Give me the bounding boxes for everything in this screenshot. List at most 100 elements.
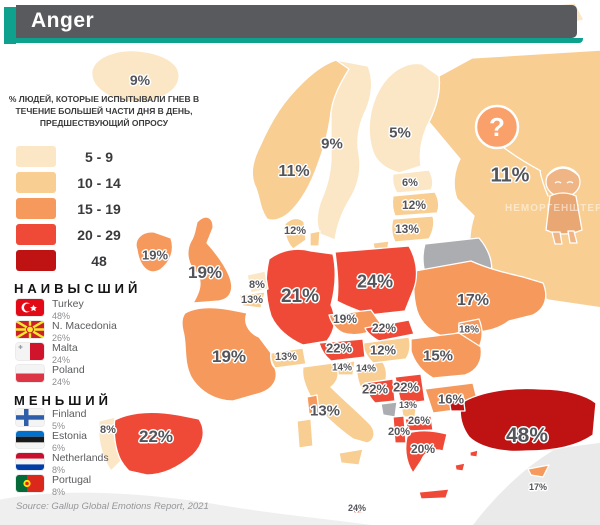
country-name: Portugal xyxy=(52,474,92,486)
list-item-finland: Finland 5% xyxy=(16,408,109,430)
country-greece xyxy=(405,430,448,474)
list-item-malta: Malta 24% xyxy=(16,342,117,364)
country-albania xyxy=(392,415,407,444)
country-name: Finland xyxy=(52,408,87,420)
country-serbia xyxy=(394,373,426,405)
country-denmark-island xyxy=(309,230,321,247)
lowest-heading: МЕНЬШИЙ xyxy=(14,393,112,408)
country-bosnia xyxy=(364,378,396,404)
legend-bin-row: 48 xyxy=(16,250,130,271)
north-africa-land xyxy=(0,491,381,525)
poland-flag-icon xyxy=(16,365,44,382)
country-greece-island xyxy=(469,449,479,458)
highest-list: Turkey 48% N. Macedonia 26% Malta 24% xyxy=(16,299,117,387)
country-portugal xyxy=(97,416,122,472)
country-lithuania xyxy=(391,215,435,243)
country-belgium xyxy=(238,291,266,309)
page-title: Anger xyxy=(31,9,95,32)
country-name: Turkey xyxy=(52,298,84,310)
country-greece-crete xyxy=(418,488,450,500)
country-uk xyxy=(187,216,233,304)
country-ukraine xyxy=(413,260,547,338)
country-finland xyxy=(368,62,441,174)
legend-bin-row: 5 - 9 xyxy=(16,146,130,167)
mascot-character: ? xyxy=(474,104,583,245)
country-turkey-european xyxy=(448,394,466,412)
list-item-netherlands: Netherlands 8% xyxy=(16,452,109,474)
netherlands-flag-icon xyxy=(16,453,44,470)
lowest-list: Finland 5% Estonia 6% Netherlands 8% Por… xyxy=(16,409,109,497)
country-turkey xyxy=(459,387,597,453)
country-slovakia xyxy=(364,319,415,342)
country-ireland xyxy=(135,231,174,273)
country-netherlands xyxy=(246,270,269,294)
legend-bin-row: 10 - 14 xyxy=(16,172,130,193)
middle-east-land xyxy=(471,441,600,525)
country-value: 5% xyxy=(52,420,66,431)
country-name: Poland xyxy=(52,364,85,376)
country-value: 26% xyxy=(52,332,71,343)
malta-flag-icon xyxy=(16,343,44,360)
legend-range: 48 xyxy=(91,252,107,269)
legend-swatch xyxy=(16,250,56,271)
watermark: НЕМОРГЕНШТЕРН xyxy=(505,203,600,214)
legend-range: 15 - 19 xyxy=(77,200,121,217)
country-france xyxy=(181,306,277,402)
title-bar xyxy=(16,5,577,38)
country-kosovo xyxy=(400,402,418,418)
legend-heading: % ЛЮДЕЙ, КОТОРЫЕ ИСПЫТЫВАЛИ ГНЕВ В ТЕЧЕН… xyxy=(8,94,200,128)
country-name: N. Macedonia xyxy=(52,320,117,332)
country-value: 6% xyxy=(52,442,66,453)
question-mark: ? xyxy=(489,112,505,142)
country-value: 8% xyxy=(52,486,66,497)
list-item-turkey: Turkey 48% xyxy=(16,298,117,320)
country-denmark xyxy=(284,217,307,250)
country-value: 48% xyxy=(52,310,71,321)
country-value: 24% xyxy=(52,354,71,365)
country-iceland xyxy=(91,50,180,103)
country-estonia xyxy=(391,169,434,194)
portugal-flag-icon xyxy=(16,475,44,492)
country-value: 8% xyxy=(52,464,66,475)
country-italy-sardinia xyxy=(296,418,314,449)
country-montenegro xyxy=(380,401,398,418)
source-text: Source: Gallup Global Emotions Report, 2… xyxy=(16,501,209,512)
country-malta xyxy=(351,503,364,514)
country-cyprus xyxy=(527,464,550,478)
list-item-portugal: Portugal 8% xyxy=(16,474,109,496)
country-switzerland xyxy=(270,347,307,369)
country-greece-island xyxy=(454,462,466,472)
list-item-macedonia: N. Macedonia 26% xyxy=(16,320,117,342)
legend-bin-row: 15 - 19 xyxy=(16,198,130,219)
turkey-flag-icon xyxy=(16,299,44,316)
legend-bin-row: 20 - 29 xyxy=(16,224,130,245)
country-hungary xyxy=(362,336,411,364)
legend-range: 5 - 9 xyxy=(84,148,113,165)
country-value: 24% xyxy=(52,376,71,387)
country-france-corsica xyxy=(306,394,320,415)
country-romania xyxy=(410,332,483,379)
country-north-macedonia xyxy=(404,415,434,432)
legend-swatch xyxy=(16,146,56,167)
legend-swatch xyxy=(16,172,56,193)
country-austria xyxy=(318,338,366,362)
title-accent-bar xyxy=(4,7,16,44)
country-name: Malta xyxy=(52,342,78,354)
country-sweden xyxy=(316,59,373,241)
legend-swatch xyxy=(16,198,56,219)
legend-range: 10 - 14 xyxy=(77,174,121,191)
list-item-estonia: Estonia 6% xyxy=(16,430,109,452)
country-germany xyxy=(265,248,336,346)
country-name: Estonia xyxy=(52,430,88,442)
country-latvia xyxy=(391,191,440,217)
legend-range: 20 - 29 xyxy=(77,226,121,243)
country-name: Netherlands xyxy=(52,452,109,464)
legend-bins: 5 - 9 10 - 14 15 - 19 20 - 29 48 xyxy=(16,146,130,276)
legend-swatch xyxy=(16,224,56,245)
list-item-poland: Poland 24% xyxy=(16,364,117,386)
country-spain xyxy=(111,411,204,476)
title-underline xyxy=(16,38,583,43)
country-poland xyxy=(334,245,418,316)
